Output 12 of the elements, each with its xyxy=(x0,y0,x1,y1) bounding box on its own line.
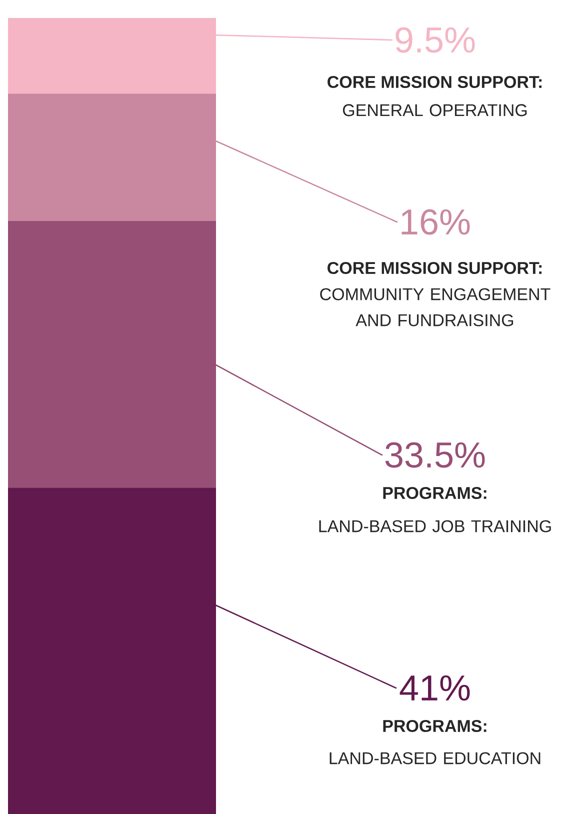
data-label: 9.5% xyxy=(396,27,475,53)
data-label: 16% xyxy=(402,209,470,235)
text: CORE MISSION SUPPORT: xyxy=(328,262,542,274)
text: GENERAL OPERATING xyxy=(342,104,527,116)
text: PROGRAMS: xyxy=(383,486,486,500)
text: LAND-BASED EDUCATION xyxy=(330,752,540,764)
data-label: 33.5% xyxy=(385,442,485,468)
text: COMMUNITY ENGAGEMENT AND FUNDRAISING xyxy=(320,288,550,326)
text: LAND-BASED JOB TRAINING xyxy=(319,520,551,532)
text: CORE MISSION SUPPORT: xyxy=(328,76,542,88)
data-label: 41% xyxy=(400,675,470,701)
text: PROGRAMS: xyxy=(383,720,486,732)
